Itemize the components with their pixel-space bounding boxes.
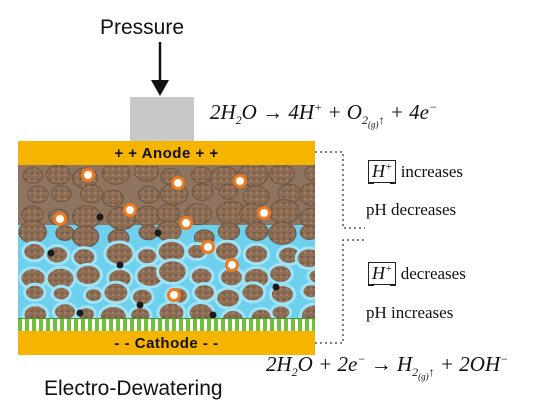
sludge-particle xyxy=(269,165,295,185)
ion-markers xyxy=(47,168,280,318)
sludge-particle xyxy=(156,204,180,224)
anode-zone-ion-trend: H+ increases xyxy=(368,159,463,184)
h-ion-marker xyxy=(179,216,193,230)
sludge-particle xyxy=(269,303,293,318)
sludge-particle xyxy=(242,242,271,266)
h-ion-marker xyxy=(225,258,239,272)
sludge-particle xyxy=(82,286,105,304)
oh-ion-marker xyxy=(209,311,217,318)
sludge-particle xyxy=(101,189,124,208)
sludge-particle xyxy=(21,205,44,224)
sludge-particle xyxy=(134,205,161,227)
h-ion-marker xyxy=(123,203,137,217)
sludge-particle xyxy=(71,225,100,248)
zone-brackets xyxy=(315,151,365,344)
sludge-particle xyxy=(50,284,72,303)
h-ion-marker xyxy=(171,176,185,190)
sludge-particle xyxy=(191,166,213,184)
sludge-particle xyxy=(294,246,315,271)
sludge-particle xyxy=(212,239,242,263)
filter-mesh xyxy=(18,318,315,332)
sludge-particle xyxy=(306,267,315,286)
sludge-particle xyxy=(191,183,214,201)
h-ion-marker xyxy=(233,174,247,188)
h-ion-marker xyxy=(81,168,95,182)
sludge-particle xyxy=(268,199,300,225)
sludge-particle xyxy=(21,241,48,263)
sludge-particle xyxy=(73,262,103,288)
sludge-particle xyxy=(156,258,189,285)
oh-ion-marker xyxy=(136,301,144,309)
sludge-particle xyxy=(51,185,72,203)
cathode-electrode: - - Cathode - - xyxy=(18,331,315,355)
sludge-particle xyxy=(80,184,104,204)
h-ion-marker xyxy=(257,206,271,220)
sludge-particle xyxy=(18,220,47,244)
sludge-particle xyxy=(248,306,275,318)
pressure-arrow xyxy=(151,42,169,96)
h-ion-marker xyxy=(53,212,67,226)
cathode-reaction: 2H2O + 2e− → H2(g)↑ + 2OH− xyxy=(266,352,509,382)
oh-ion-marker xyxy=(116,261,124,269)
oh-ion-marker xyxy=(96,213,104,221)
h-ion-bracket: H+ xyxy=(368,261,397,286)
sludge-particle xyxy=(55,225,75,241)
sludge-particle xyxy=(299,224,315,241)
sludge-particle xyxy=(101,165,131,185)
sludge-particle xyxy=(97,304,129,318)
oh-ion-marker xyxy=(154,229,162,237)
sludge-particle xyxy=(304,165,315,182)
sludge-particle xyxy=(245,222,269,241)
sludge-particle xyxy=(26,185,49,204)
sludge-particle xyxy=(298,182,315,207)
cathode-zone-ph-trend: pH increases xyxy=(366,303,454,322)
sludge-particle xyxy=(134,165,160,182)
oh-ion-marker xyxy=(47,249,55,257)
sludge-particle xyxy=(135,246,160,267)
sludge-particle xyxy=(191,282,217,303)
sludge-particle xyxy=(137,185,160,204)
sludge-particle xyxy=(45,165,71,185)
sludge-particle xyxy=(242,185,270,208)
sludge-particle xyxy=(156,300,187,318)
sludge-particle xyxy=(239,281,267,304)
sludge-particle xyxy=(101,280,131,305)
sludge-particle xyxy=(22,167,44,184)
oh-ion-marker xyxy=(272,283,280,291)
sludge-particle xyxy=(298,302,315,318)
sludge-particle xyxy=(23,282,47,303)
sludge-particle xyxy=(52,301,78,318)
sludge-particle xyxy=(268,221,297,245)
anode-electrode: + + Anode + + xyxy=(18,141,315,165)
anode-reaction: 2H2O → 4H+ + O2(g)↑ + 4e− xyxy=(210,100,438,130)
anode-zone-ph-trend: pH decreases xyxy=(366,200,457,219)
sludge-cake xyxy=(18,165,315,318)
oh-ion-marker xyxy=(76,309,84,317)
cathode-zone-ion-trend: H+ decreases xyxy=(368,261,466,286)
diagram-title: Electro-Dewatering xyxy=(44,377,223,400)
press-plate xyxy=(130,97,194,141)
sludge-particle xyxy=(217,222,241,241)
sludge-particle xyxy=(214,286,243,310)
sludge-particle xyxy=(300,282,315,301)
h-ion-marker xyxy=(167,288,181,302)
h-ion-marker xyxy=(201,240,215,254)
sludge-particle xyxy=(267,263,294,285)
sludge-particle xyxy=(220,308,246,318)
h-ion-bracket: H+ xyxy=(368,159,397,184)
pressure-label: Pressure xyxy=(100,16,185,39)
sludge-particle xyxy=(21,303,50,318)
sludge-particle xyxy=(218,183,239,200)
